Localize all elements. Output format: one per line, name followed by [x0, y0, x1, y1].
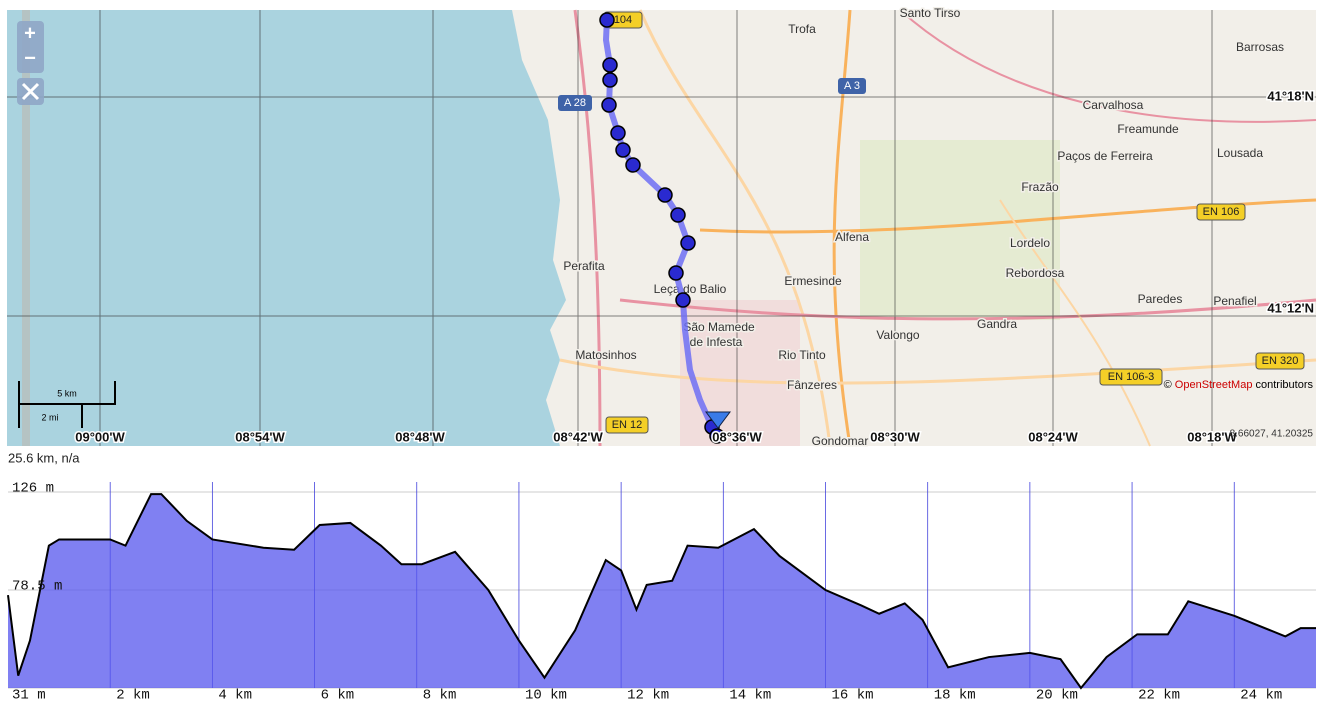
y-tick-label: 78.5 m [12, 579, 62, 595]
road-label: A 3 [844, 80, 860, 92]
place: Alfena [835, 230, 869, 244]
sea [7, 10, 566, 446]
place: Freamunde [1117, 122, 1179, 136]
scale-bar: 5 km 2 mi [18, 381, 116, 428]
y-tick-label: 126 m [12, 481, 54, 497]
position-marker [705, 411, 731, 429]
x-tick-label: 8 km [423, 688, 457, 704]
lon-label: 08°48'W [395, 429, 445, 444]
x-tick-label: 6 km [321, 688, 355, 704]
lon-label: 08°36'W [712, 429, 762, 444]
y-tick-label: 31 m [12, 688, 46, 704]
road-label: 104 [614, 14, 632, 26]
lat-label: 41°18'N [1267, 88, 1314, 103]
x-tick-label: 10 km [525, 688, 567, 704]
lon-label: 08°30'W [870, 429, 920, 444]
place: Paredes [1138, 292, 1183, 306]
place: Rio Tinto [778, 348, 826, 362]
lon-label: 08°24'W [1028, 429, 1078, 444]
x-tick-label: 24 km [1240, 688, 1282, 704]
urban [680, 300, 800, 446]
zoom-in[interactable]: + [24, 22, 36, 44]
road-shields: 104 A 28 A 3 EN 106 EN 320 EN 106-3 EN 1… [558, 11, 1305, 434]
road-label: EN 320 [1262, 355, 1299, 367]
x-tick-label: 14 km [729, 688, 771, 704]
attribution: © OpenStreetMap contributors [1164, 379, 1314, 391]
place: Gandra [977, 317, 1017, 331]
lon-label: 09°00'W [75, 429, 125, 444]
lon-label: 08°18'W [1187, 429, 1237, 444]
attribution-symbol: © [1164, 379, 1172, 391]
elevation-profile[interactable]: 31 m 78.5 m 126 m 2 km 4 km 6 km 8 km 10 km 12 k… [7, 481, 1316, 704]
place: Paços de Ferreira [1057, 149, 1153, 163]
elevation-area [8, 494, 1316, 688]
fullscreen-icon [21, 82, 40, 101]
place: Lordelo [1010, 236, 1050, 250]
lon-label: 08°42'W [553, 429, 603, 444]
place: de Infesta [690, 335, 743, 349]
zoom-controls[interactable]: + − [17, 21, 44, 105]
place: Gondomar [812, 434, 869, 448]
place: Trofa [788, 22, 816, 36]
x-tick-label: 22 km [1138, 688, 1180, 704]
scale-km: 5 km [57, 388, 77, 398]
x-tick-label: 2 km [116, 688, 150, 704]
attribution-text: contributors [1256, 379, 1314, 391]
place: Santo Tirso [900, 6, 961, 20]
place: Leça do Balio [654, 282, 727, 296]
map[interactable]: Santo Tirso Trofa Barrosas Carvalhosa Fr… [7, 5, 1317, 450]
place: São Mamede [683, 320, 755, 334]
place: Carvalhosa [1083, 98, 1144, 112]
road-label: EN 106-3 [1108, 371, 1154, 383]
place: Matosinhos [575, 348, 636, 362]
elevation-line [7, 493, 1316, 690]
edge-strip [22, 10, 30, 446]
attribution-link[interactable]: OpenStreetMap [1175, 379, 1253, 391]
road-label: EN 12 [612, 419, 643, 431]
place: Valongo [876, 328, 919, 342]
x-tick-label: 20 km [1036, 688, 1078, 704]
road-label: A 28 [564, 97, 586, 109]
x-tick-label: 18 km [934, 688, 976, 704]
x-tick-label: 16 km [832, 688, 874, 704]
road-label: EN 106 [1203, 206, 1240, 218]
graticule [7, 10, 1316, 446]
zoom-out[interactable]: − [24, 47, 36, 69]
place: Ermesinde [784, 274, 842, 288]
summary: 25.6 km, n/a [8, 450, 80, 465]
place: Perafita [563, 259, 605, 273]
cursor-coords: 8.66027, 41.20325 [1230, 429, 1314, 440]
x-tick-label: 12 km [627, 688, 669, 704]
place: Barrosas [1236, 40, 1284, 54]
lon-label: 08°54'W [235, 429, 285, 444]
place: Fânzeres [787, 378, 837, 392]
scale-mi: 2 mi [41, 412, 58, 422]
place: Lousada [1217, 146, 1263, 160]
place: Frazão [1021, 180, 1059, 194]
place: Penafiel [1213, 294, 1256, 308]
lat-label: 41°12'N [1267, 300, 1314, 315]
place: Rebordosa [1006, 266, 1065, 280]
x-tick-label: 4 km [218, 688, 252, 704]
